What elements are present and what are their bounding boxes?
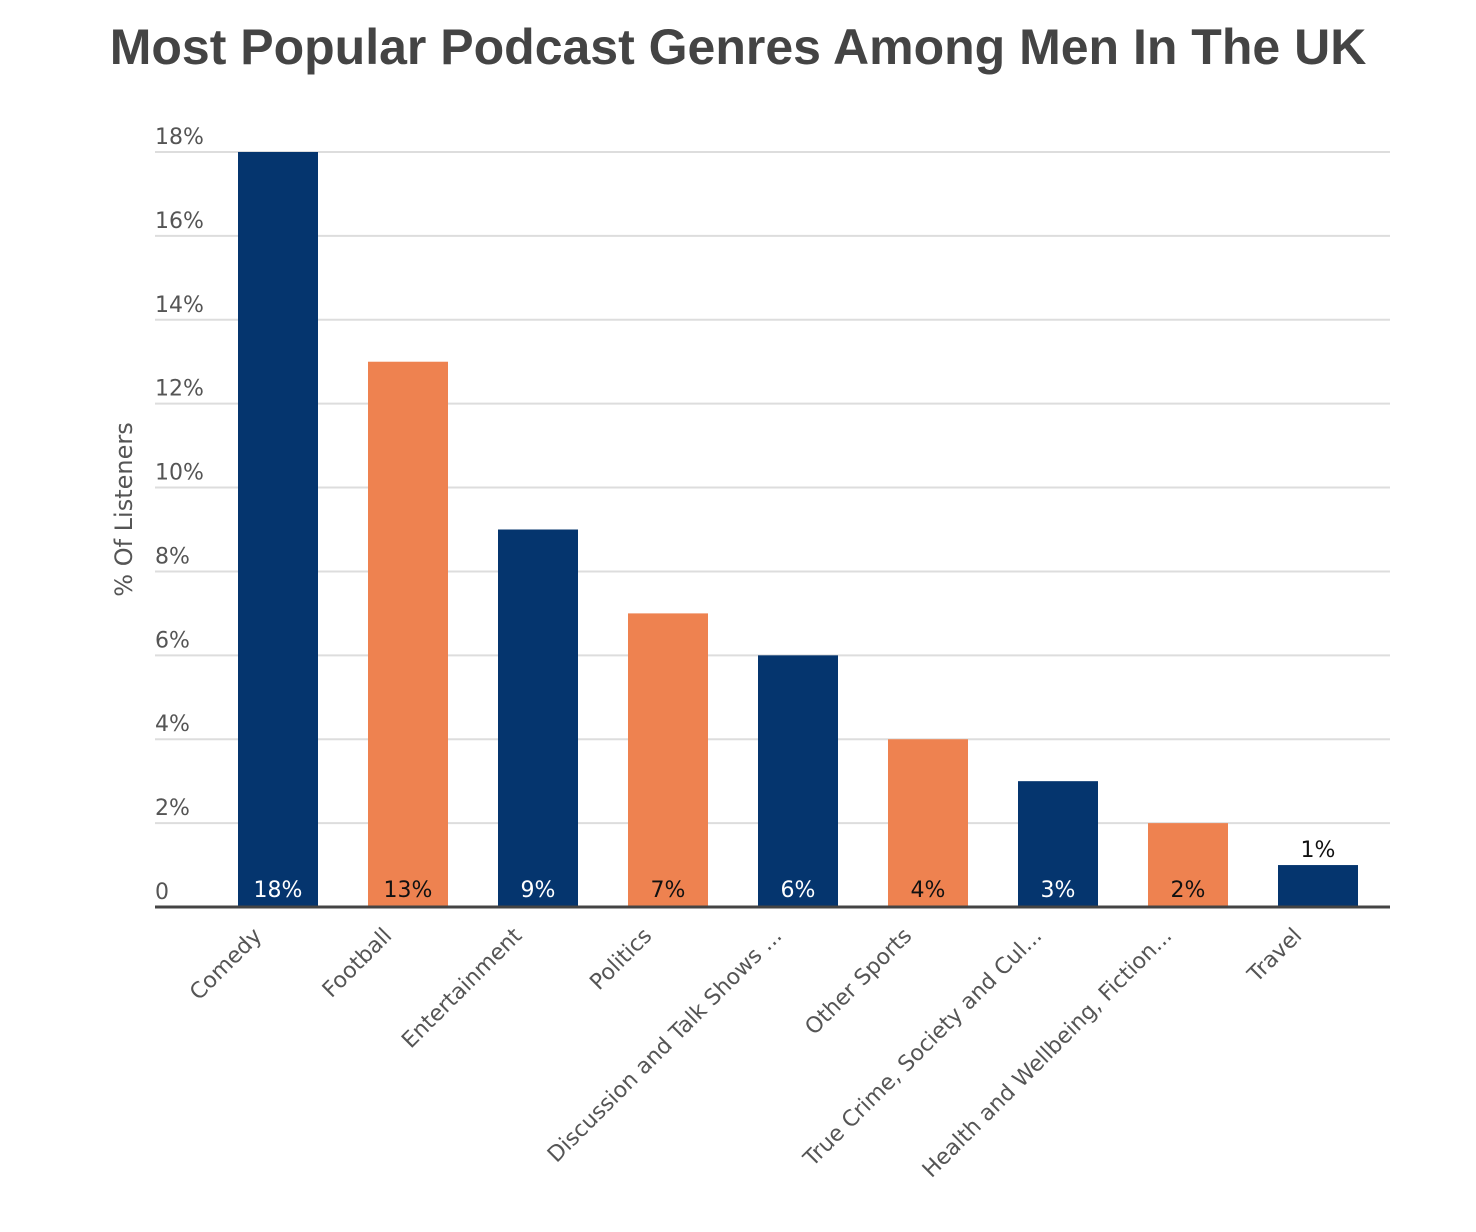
x-category-label: Entertainment bbox=[397, 923, 527, 1053]
data-label: 18% bbox=[254, 878, 303, 903]
x-category-label: Other Sports bbox=[801, 924, 918, 1041]
data-label: 3% bbox=[1041, 878, 1076, 903]
y-tick-label: 6% bbox=[155, 628, 190, 653]
data-label: 1% bbox=[1301, 838, 1336, 863]
bar-football bbox=[368, 361, 448, 907]
x-category-label: Politics bbox=[585, 924, 657, 996]
bars bbox=[238, 152, 1358, 907]
y-tick-label: 2% bbox=[155, 796, 190, 821]
data-label: 2% bbox=[1171, 878, 1206, 903]
bar-discussion-and-talk-shows bbox=[758, 655, 838, 907]
data-label: 13% bbox=[384, 878, 433, 903]
data-label: 7% bbox=[651, 878, 686, 903]
y-tick-label: 4% bbox=[155, 712, 190, 737]
y-tick-label: 18% bbox=[155, 125, 204, 150]
x-category-label: True Crime, Society and Cul... bbox=[798, 924, 1047, 1173]
x-axis-categories: Comedy Football Entertainment PoliticsDiscu… bbox=[185, 923, 1307, 1183]
bar-travel bbox=[1278, 865, 1358, 907]
y-axis-ticks: 0 2% 4% 6% 8% 10% 12% 14% 16% 18% bbox=[155, 125, 204, 905]
x-category-label: Travel bbox=[1243, 924, 1308, 989]
y-tick-label: 8% bbox=[155, 544, 190, 569]
chart-title: Most Popular Podcast Genres Among Men In… bbox=[109, 19, 1367, 75]
data-label: 9% bbox=[521, 878, 556, 903]
x-category-label: Discussion and Talk Shows ... bbox=[543, 924, 787, 1168]
x-category-label: Comedy bbox=[185, 924, 267, 1006]
y-axis-title: % Of Listeners bbox=[110, 422, 138, 596]
bar-other-sports bbox=[888, 739, 968, 907]
bar-politics bbox=[628, 613, 708, 907]
y-tick-label: 10% bbox=[155, 461, 204, 486]
bar-comedy bbox=[238, 152, 318, 907]
x-category-label: Football bbox=[318, 924, 397, 1003]
y-tick-label: 0 bbox=[155, 880, 169, 905]
y-tick-label: 12% bbox=[155, 377, 204, 402]
data-label: 6% bbox=[781, 878, 816, 903]
data-labels: 18% 13% 9% 7% 6% 4% 3% 2% 1% bbox=[254, 838, 1336, 903]
data-label: 4% bbox=[911, 878, 946, 903]
bar-health-and-wellbeing-fiction bbox=[1148, 823, 1228, 907]
bar-entertainment bbox=[498, 529, 578, 907]
y-tick-label: 14% bbox=[155, 293, 204, 318]
x-category-label: Health and Wellbeing, Fiction... bbox=[918, 924, 1177, 1183]
y-tick-label: 16% bbox=[155, 209, 204, 234]
bar-true-crime-society-and-cul bbox=[1018, 781, 1098, 907]
